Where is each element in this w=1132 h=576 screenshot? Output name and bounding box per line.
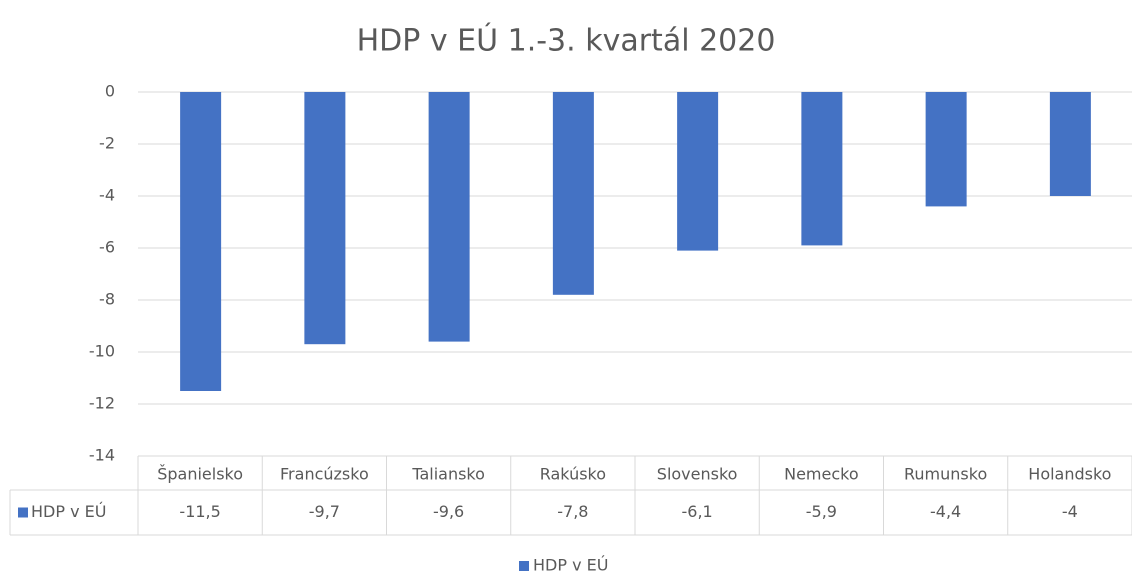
x-tick-label: Holandsko — [1028, 465, 1111, 484]
value-label: -11,5 — [179, 502, 220, 521]
value-label: -9,7 — [309, 502, 340, 521]
x-tick-label: Španielsko — [157, 465, 243, 484]
y-tick-label: -8 — [99, 290, 115, 309]
legend-key — [519, 561, 529, 571]
x-tick-label: Nemecko — [784, 465, 859, 484]
y-tick-label: -6 — [99, 238, 115, 257]
bar — [925, 92, 967, 207]
value-label: -4 — [1062, 502, 1078, 521]
value-label: -4,4 — [930, 502, 961, 521]
bar — [180, 92, 222, 391]
y-tick-label: -14 — [89, 446, 115, 465]
legend-key — [18, 507, 28, 518]
x-tick-label: Rumunsko — [904, 465, 987, 484]
y-tick-label: -2 — [99, 134, 115, 153]
value-label: -7,8 — [557, 502, 588, 521]
y-tick-label: 0 — [105, 82, 115, 101]
bar — [677, 92, 719, 251]
y-tick-label: -10 — [89, 342, 115, 361]
y-tick-label: -12 — [89, 394, 115, 413]
legend-label: HDP v EÚ — [533, 556, 608, 575]
x-tick-label: Slovensko — [657, 465, 738, 484]
bar — [428, 92, 470, 342]
value-label: -6,1 — [682, 502, 713, 521]
chart-title: HDP v EÚ 1.-3. kvartál 2020 — [357, 22, 776, 59]
bar — [304, 92, 346, 345]
bar — [1049, 92, 1091, 196]
y-tick-label: -4 — [99, 186, 115, 205]
value-label: -9,6 — [433, 502, 464, 521]
bar — [552, 92, 594, 295]
table-legend-label: HDP v EÚ — [31, 502, 106, 521]
bar — [801, 92, 843, 246]
x-tick-label: Rakúsko — [540, 465, 606, 484]
x-tick-label: Taliansko — [411, 465, 485, 484]
x-tick-label: Francúzsko — [280, 465, 369, 484]
value-label: -5,9 — [806, 502, 837, 521]
